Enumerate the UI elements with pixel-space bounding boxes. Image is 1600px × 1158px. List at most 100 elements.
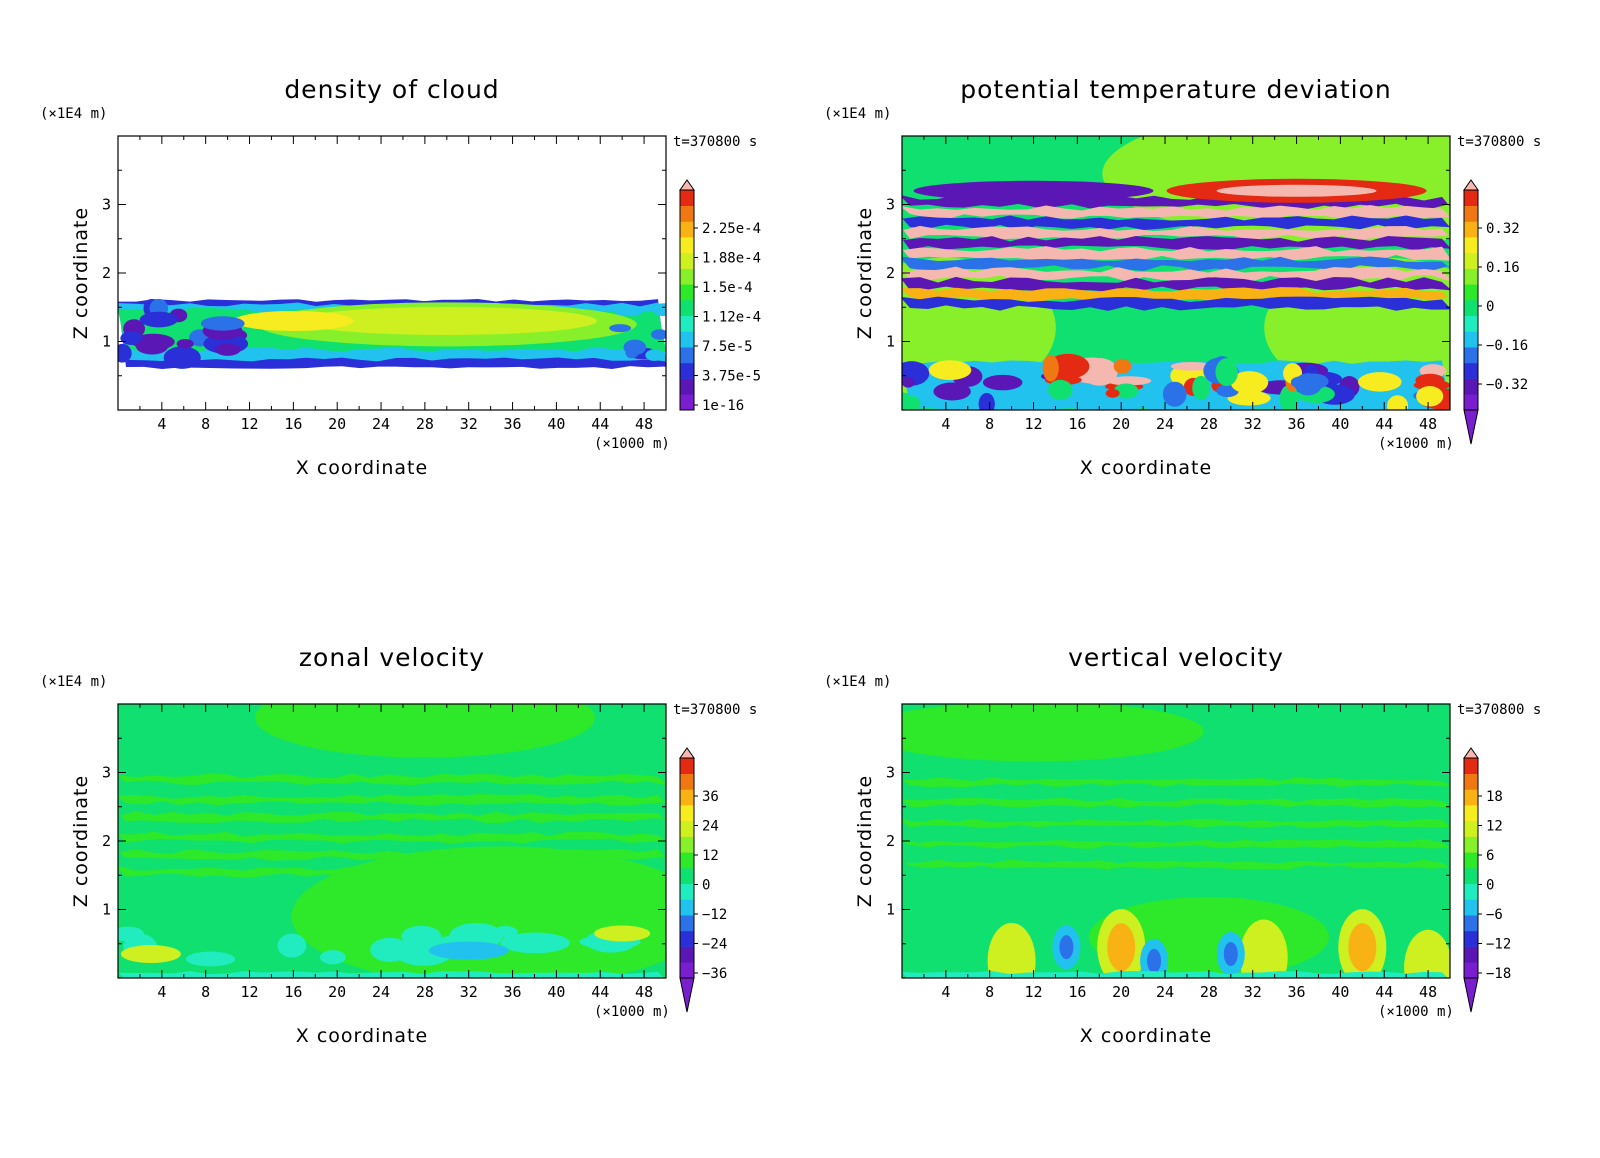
colorbar-label: 12 — [1486, 819, 1503, 835]
colorbar-frame — [1463, 189, 1479, 411]
surface-layer — [902, 971, 1448, 978]
x-unit-label: (×1000 m) — [1378, 436, 1454, 452]
velocity-layer — [902, 777, 1450, 788]
velocity-eddy — [185, 951, 236, 967]
colorbar: 18 12 6 0 −6 −12 −18 — [1463, 747, 1511, 1013]
velocity-layer — [118, 811, 666, 824]
turbulent-eddy — [1227, 390, 1271, 406]
y-tick-label: 3 — [886, 196, 895, 214]
convective-cell-core — [1107, 923, 1136, 972]
colorbar-swatch — [1464, 284, 1478, 301]
colorbar-swatch — [1464, 946, 1478, 963]
updraft-region — [902, 704, 1204, 762]
x-tick-label: 40 — [547, 983, 565, 1001]
cloud-eddy — [163, 346, 201, 369]
x-tick-label: 16 — [284, 983, 302, 1001]
x-tick-label: 44 — [1375, 415, 1393, 433]
chart-panel-1: 4 8 12 16 20 24 28 32 36 40 44 48 1 2 3 density of clou… — [0, 0, 800, 579]
colorbar-swatch — [680, 805, 694, 822]
x-tick-label: 8 — [985, 983, 994, 1001]
contour-field — [902, 136, 1450, 410]
colorbar-swatch — [680, 773, 694, 790]
colorbar-label: 2.25e-4 — [702, 221, 761, 237]
y-axis-label: Z coordinate — [854, 207, 876, 339]
colorbar-label: −0.32 — [1486, 377, 1528, 393]
colorbar-swatch — [1464, 883, 1478, 900]
colorbar: 0.32 0.16 0 −0.16 −0.32 — [1463, 179, 1528, 445]
contour-field — [118, 136, 666, 410]
colorbar-swatch — [1464, 300, 1478, 317]
convective-cell-core — [1348, 923, 1377, 972]
turbulent-eddy — [1415, 373, 1445, 387]
turbulent-eddy — [933, 382, 971, 401]
colorbar-label: −0.16 — [1486, 338, 1528, 354]
surface-layer — [118, 971, 664, 978]
x-tick-label: 48 — [1419, 415, 1437, 433]
y-axis-label: Z coordinate — [854, 775, 876, 907]
time-label: t=370800 s — [673, 134, 757, 150]
x-tick-label: 8 — [985, 415, 994, 433]
cloud-eddy — [645, 349, 664, 361]
x-tick-label: 20 — [1112, 983, 1130, 1001]
colorbar-swatch — [1464, 820, 1478, 837]
contour-field — [902, 704, 1450, 978]
colorbar-swatch — [1464, 221, 1478, 238]
y-tick-label: 1 — [886, 901, 895, 919]
y-unit-label: (×1E4 m) — [824, 106, 891, 122]
colorbar-swatch — [680, 883, 694, 900]
colorbar-label: −36 — [702, 966, 727, 982]
x-tick-label: 28 — [1200, 415, 1218, 433]
y-tick-label: 3 — [102, 196, 111, 214]
turbulent-eddy — [978, 392, 995, 410]
x-tick-label: 8 — [201, 983, 210, 1001]
colorbar-top-triangle — [679, 747, 695, 759]
colorbar-swatch — [1464, 315, 1478, 332]
colorbar-label: 6 — [1486, 848, 1494, 864]
y-tick-label: 1 — [886, 333, 895, 351]
colorbar-swatch — [1464, 773, 1478, 790]
x-tick-label: 16 — [1068, 415, 1086, 433]
turbulent-eddy — [1192, 375, 1210, 401]
velocity-layer — [118, 794, 666, 806]
chart-title: potential temperature deviation — [960, 75, 1391, 104]
velocity-layer — [902, 859, 1450, 870]
cloud-eddy — [118, 343, 132, 363]
colorbar-label: 0 — [1486, 878, 1494, 894]
colorbar-swatch — [680, 899, 694, 916]
contour-field — [118, 704, 666, 978]
x-tick-label: 48 — [635, 983, 653, 1001]
x-tick-label: 4 — [941, 415, 950, 433]
colorbar-swatch — [680, 915, 694, 932]
turbulent-eddy — [1113, 383, 1139, 399]
y-tick-label: 1 — [102, 901, 111, 919]
theta-layer — [902, 276, 1450, 292]
colorbar-swatch — [1464, 915, 1478, 932]
velocity-layer — [902, 797, 1450, 808]
y-tick-label: 3 — [102, 764, 111, 782]
y-unit-label: (×1E4 m) — [824, 674, 891, 690]
y-axis-label: Z coordinate — [70, 207, 92, 339]
x-tick-label: 28 — [1200, 983, 1218, 1001]
x-tick-label: 24 — [1156, 415, 1174, 433]
x-tick-label: 40 — [547, 415, 565, 433]
colorbar-bottom-triangle — [1463, 409, 1479, 445]
theta-layer — [902, 215, 1450, 231]
colorbar-swatch — [1464, 378, 1478, 395]
turbulent-eddy — [902, 394, 921, 410]
x-tick-label: 20 — [1112, 415, 1130, 433]
x-unit-label: (×1000 m) — [1378, 1004, 1454, 1020]
colorbar-label: 0 — [702, 878, 710, 894]
cloud-eddy — [214, 343, 241, 356]
cloud-eddy — [614, 306, 644, 317]
turbulent-eddy — [1416, 385, 1444, 407]
colorbar-label: 0 — [1486, 299, 1494, 315]
x-tick-label: 28 — [416, 983, 434, 1001]
theta-layer — [902, 256, 1450, 272]
x-tick-label: 4 — [941, 983, 950, 1001]
x-tick-label: 12 — [1024, 983, 1042, 1001]
colorbar-label: −12 — [1486, 937, 1511, 953]
jet-region — [254, 704, 595, 758]
colorbar-swatch — [1464, 758, 1478, 775]
warm-lens-core — [1216, 184, 1377, 197]
